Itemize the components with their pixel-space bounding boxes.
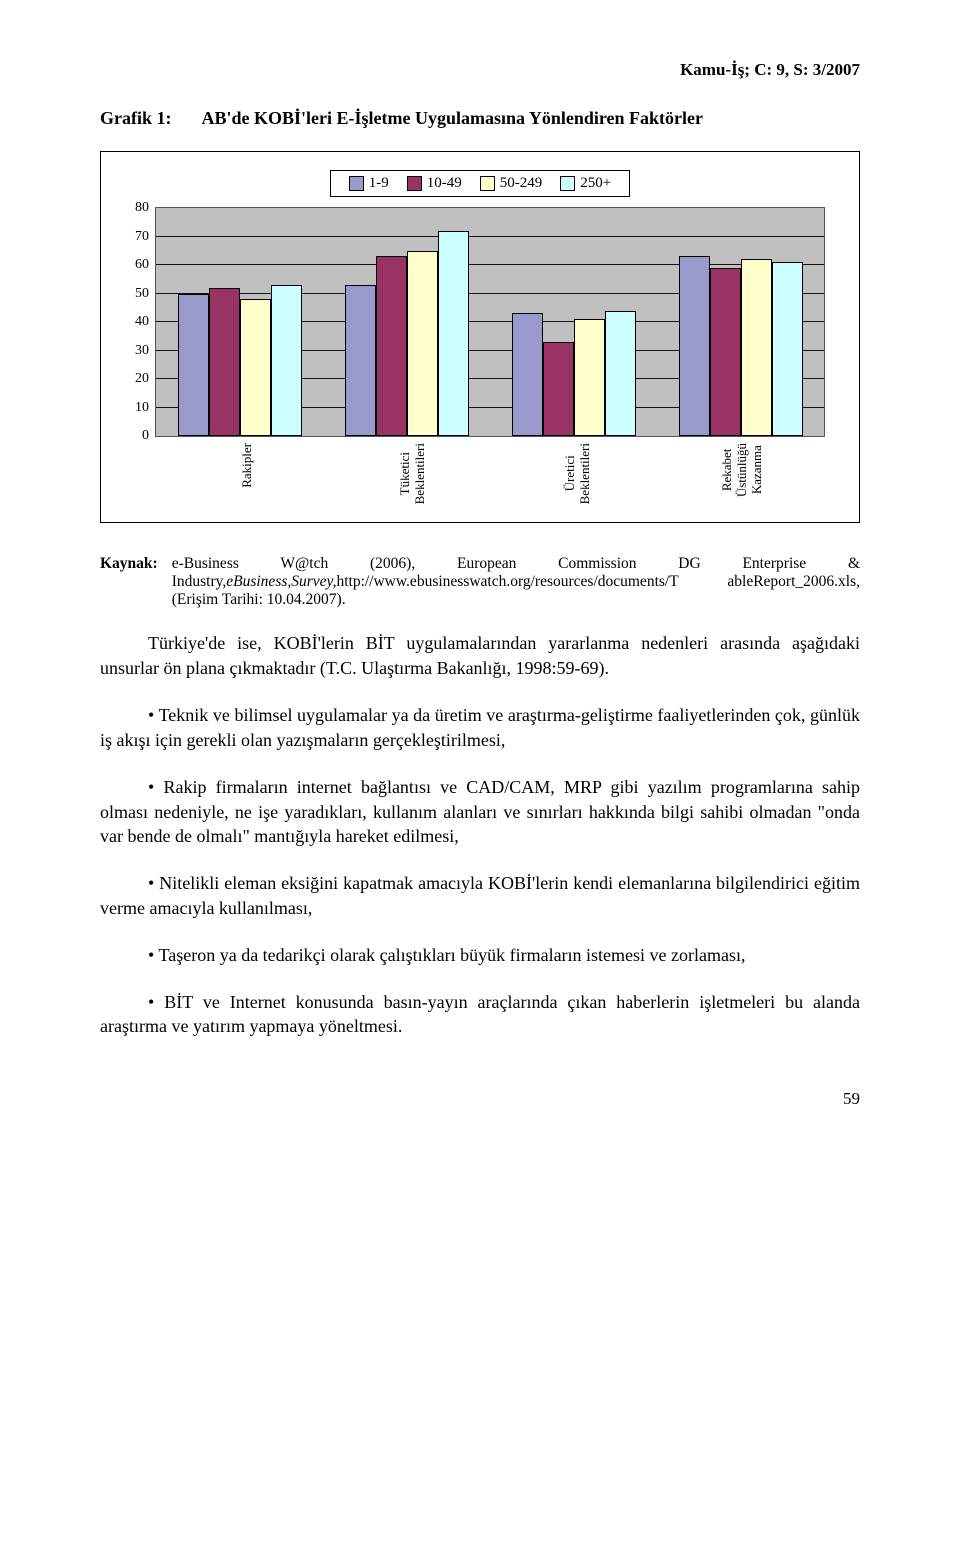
y-tick-label: 20 — [135, 371, 149, 387]
source-text-italic: eBusiness,Survey, — [226, 573, 336, 590]
legend-swatch — [407, 176, 422, 191]
figure-source: Kaynak: e-Business W@tch (2006), Europea… — [100, 555, 860, 609]
legend-item: 250+ — [560, 175, 611, 192]
source-text: e-Business W@tch (2006), European Commis… — [172, 555, 860, 609]
bullet-item: Rakip firmaların internet bağlantısı ve … — [100, 775, 860, 849]
bar-group — [657, 208, 824, 436]
chart-legend: 1-9 10-49 50-249 250+ — [330, 170, 630, 197]
legend-item: 50-249 — [480, 175, 543, 192]
bullet-list: Teknik ve bilimsel uygulamalar ya da üre… — [100, 703, 860, 1039]
x-tick-label: Rekabet Üstünlüğü Kazanma — [660, 437, 825, 508]
y-tick-label: 10 — [135, 400, 149, 416]
chart-x-axis: RakiplerTüketici BeklentileriÜretici Bek… — [135, 437, 825, 508]
chart-grid — [155, 207, 825, 437]
legend-item: 10-49 — [407, 175, 462, 192]
bar — [574, 319, 605, 436]
document-page: Kamu-İş; C: 9, S: 3/2007 Grafik 1: AB'de… — [0, 0, 960, 1149]
bullet-item: Nitelikli eleman eksiğini kapatmak amacı… — [100, 871, 860, 921]
source-label: Kaynak: — [100, 555, 158, 609]
legend-item: 1-9 — [349, 175, 389, 192]
legend-label: 250+ — [580, 175, 611, 192]
y-tick-label: 60 — [135, 257, 149, 273]
x-tick-label: Üretici Beklentileri — [495, 437, 660, 508]
chart-container: 1-910-4950-249250+ 80706050403020100 Rak… — [100, 151, 860, 523]
y-tick-label: 80 — [135, 200, 149, 216]
bar — [772, 262, 803, 436]
legend-label: 10-49 — [427, 175, 462, 192]
bar — [209, 288, 240, 436]
legend-swatch — [349, 176, 364, 191]
bar — [271, 285, 302, 436]
y-tick-label: 40 — [135, 314, 149, 330]
bar — [741, 259, 772, 436]
figure-title: AB'de KOBİ'leri E-İşletme Uygulamasına Y… — [202, 108, 861, 129]
legend-swatch — [560, 176, 575, 191]
x-tick-label: Rakipler — [165, 437, 330, 508]
bar — [376, 256, 407, 436]
figure-label: Grafik 1: — [100, 108, 172, 129]
y-tick-label: 70 — [135, 229, 149, 245]
journal-header: Kamu-İş; C: 9, S: 3/2007 — [100, 60, 860, 80]
figure-caption: Grafik 1: AB'de KOBİ'leri E-İşletme Uygu… — [100, 108, 860, 129]
bar — [543, 342, 574, 436]
bar — [345, 285, 376, 436]
chart-plot-area: 80706050403020100 — [135, 207, 825, 437]
legend-label: 1-9 — [369, 175, 389, 192]
bar — [178, 294, 209, 437]
bar — [438, 231, 469, 436]
y-tick-label: 30 — [135, 343, 149, 359]
bar — [679, 256, 710, 436]
page-number: 59 — [100, 1089, 860, 1109]
bar — [512, 313, 543, 436]
bar — [407, 251, 438, 436]
chart-y-axis: 80706050403020100 — [135, 200, 155, 444]
bar — [605, 311, 636, 436]
y-tick-label: 50 — [135, 286, 149, 302]
bar-group — [323, 208, 490, 436]
x-tick-label: Tüketici Beklentileri — [330, 437, 495, 508]
bullet-item: Teknik ve bilimsel uygulamalar ya da üre… — [100, 703, 860, 753]
legend-label: 50-249 — [500, 175, 543, 192]
bullet-item: BİT ve Internet konusunda basın-yayın ar… — [100, 990, 860, 1040]
intro-paragraph: Türkiye'de ise, KOBİ'lerin BİT uygulamal… — [100, 631, 860, 681]
bar — [240, 299, 271, 436]
bar-group — [156, 208, 323, 436]
bar-group — [490, 208, 657, 436]
bullet-item: Taşeron ya da tedarikçi olarak çalıştıkl… — [100, 943, 860, 968]
bar — [710, 268, 741, 436]
legend-swatch — [480, 176, 495, 191]
